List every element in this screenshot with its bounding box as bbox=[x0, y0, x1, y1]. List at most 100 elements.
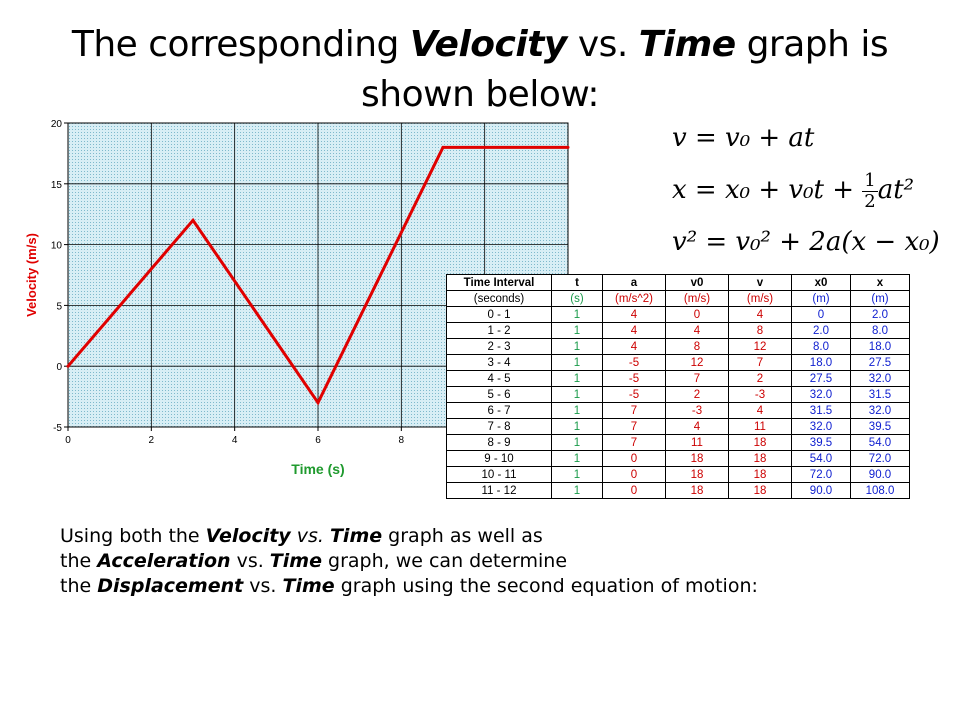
body-emphasis: Acceleration bbox=[97, 550, 231, 572]
table-cell: 10 - 11 bbox=[446, 466, 552, 483]
table-cell: 0 - 1 bbox=[446, 306, 552, 323]
equation-velocity: v = v₀ + at bbox=[672, 123, 815, 153]
kinematic-equations: v = v₀ + at x = x₀ + v₀t + 1 2 at² v² = v₀… bbox=[672, 112, 940, 268]
table-row: 2 - 3 1 4 8 12 8.0 18.0 bbox=[446, 338, 910, 355]
x-tick-label: 8 bbox=[399, 435, 405, 446]
table-cell: 1 bbox=[551, 322, 603, 339]
table-row: 3 - 4 1 -5 12 7 18.0 27.5 bbox=[446, 354, 910, 371]
table-cell: 1 bbox=[551, 466, 603, 483]
table-row: 0 - 1 1 4 0 4 0 2.0 bbox=[446, 306, 910, 323]
table-header-cell: x bbox=[850, 274, 910, 291]
x-tick-label: 4 bbox=[232, 435, 238, 446]
table-unit-cell: (s) bbox=[551, 290, 603, 307]
table-unit-cell: (seconds) bbox=[446, 290, 552, 307]
table-header-cell: x0 bbox=[791, 274, 851, 291]
body-line-3: the Displacement vs. Time graph using th… bbox=[60, 574, 940, 599]
table-cell: 9 - 10 bbox=[446, 450, 552, 467]
velocity-data-point bbox=[566, 145, 570, 149]
y-tick-label: 20 bbox=[51, 119, 63, 130]
table-cell: 12 bbox=[728, 338, 792, 355]
y-axis-label: Velocity (m/s) bbox=[24, 233, 39, 317]
table-unit-cell: (m) bbox=[791, 290, 851, 307]
body-line-1: Using both the Velocity vs. Time graph a… bbox=[60, 524, 940, 549]
x-tick-label: 6 bbox=[315, 435, 321, 446]
table-cell: -5 bbox=[602, 354, 666, 371]
equation-displacement: x = x₀ + v₀t + 1 2 at² bbox=[672, 164, 914, 216]
table-cell: 2 bbox=[665, 386, 729, 403]
table-cell: 27.5 bbox=[850, 354, 910, 371]
table-cell: 32.0 bbox=[791, 386, 851, 403]
table-cell: 18 bbox=[728, 482, 792, 499]
table-cell: 4 bbox=[602, 306, 666, 323]
table-cell: 3 - 4 bbox=[446, 354, 552, 371]
table-cell: 27.5 bbox=[791, 370, 851, 387]
table-cell: 18.0 bbox=[850, 338, 910, 355]
body-text: vs. bbox=[230, 550, 270, 572]
slide-title: The corresponding Velocity vs. Time grap… bbox=[40, 20, 920, 120]
table-cell: 32.0 bbox=[850, 370, 910, 387]
table-cell: 18 bbox=[665, 466, 729, 483]
table-cell: 11 bbox=[728, 418, 792, 435]
table-cell: 2.0 bbox=[850, 306, 910, 323]
table-header-cell: t bbox=[551, 274, 603, 291]
table-cell: 0 bbox=[665, 306, 729, 323]
table-cell: 4 bbox=[665, 322, 729, 339]
body-line-2: the Acceleration vs. Time graph, we can … bbox=[60, 549, 940, 574]
table-unit-cell: (m/s) bbox=[728, 290, 792, 307]
table-cell: 31.5 bbox=[850, 386, 910, 403]
table-cell: 0 bbox=[602, 466, 666, 483]
table-cell: 1 bbox=[551, 402, 603, 419]
table-cell: -5 bbox=[602, 370, 666, 387]
table-cell: 11 - 12 bbox=[446, 482, 552, 499]
table-cell: -3 bbox=[665, 402, 729, 419]
table-row: 10 - 11 1 0 18 18 72.0 90.0 bbox=[446, 466, 910, 483]
table-cell: 18.0 bbox=[791, 354, 851, 371]
table-cell: 8.0 bbox=[791, 338, 851, 355]
body-emphasis: Time bbox=[282, 575, 335, 597]
table-cell: 39.5 bbox=[850, 418, 910, 435]
velocity-data-point bbox=[191, 218, 195, 222]
table-cell: 1 bbox=[551, 338, 603, 355]
title-em-time: Time bbox=[638, 24, 736, 65]
table-cell: 39.5 bbox=[791, 434, 851, 451]
table-cell: 72.0 bbox=[850, 450, 910, 467]
table-cell: 1 bbox=[551, 386, 603, 403]
table-cell: 6 - 7 bbox=[446, 402, 552, 419]
body-emphasis: Time bbox=[329, 525, 383, 547]
table-cell: 4 bbox=[602, 322, 666, 339]
body-italic: vs. bbox=[290, 525, 330, 547]
table-cell: 0 bbox=[602, 450, 666, 467]
table-header-cell: v0 bbox=[665, 274, 729, 291]
table-cell: 18 bbox=[728, 466, 792, 483]
title-em-velocity: Velocity bbox=[409, 24, 568, 65]
velocity-data-point bbox=[66, 364, 70, 368]
y-tick-label: 15 bbox=[51, 180, 63, 191]
table-cell: 4 bbox=[665, 418, 729, 435]
table-header-row: Time Interval t a v0 v x0 x bbox=[446, 274, 910, 291]
table-cell: 72.0 bbox=[791, 466, 851, 483]
table-cell: 12 bbox=[665, 354, 729, 371]
title-text-post: graph is shown below: bbox=[361, 24, 889, 115]
body-text: Using both the bbox=[60, 525, 206, 547]
table-unit-cell: (m/s) bbox=[665, 290, 729, 307]
table-header-cell: v bbox=[728, 274, 792, 291]
table-cell: 54.0 bbox=[791, 450, 851, 467]
table-row: 4 - 5 1 -5 7 2 27.5 32.0 bbox=[446, 370, 910, 387]
table-cell: 0 bbox=[791, 306, 851, 323]
body-text: graph using the second equation of motio… bbox=[334, 575, 758, 597]
table-cell: 8.0 bbox=[850, 322, 910, 339]
table-cell: 1 bbox=[551, 306, 603, 323]
table-header-cell: Time Interval bbox=[446, 274, 552, 291]
table-cell: 18 bbox=[665, 482, 729, 499]
body-text: graph as well as bbox=[382, 525, 543, 547]
table-row: 5 - 6 1 -5 2 -3 32.0 31.5 bbox=[446, 386, 910, 403]
table-cell: 54.0 bbox=[850, 434, 910, 451]
table-row: 7 - 8 1 7 4 11 32.0 39.5 bbox=[446, 418, 910, 435]
fraction-denominator: 2 bbox=[864, 190, 876, 212]
table-cell: 0 bbox=[602, 482, 666, 499]
equation-velocity-squared: v² = v₀² + 2a(x − x₀) bbox=[672, 227, 940, 257]
table-cell: 90.0 bbox=[791, 482, 851, 499]
table-row: 9 - 10 1 0 18 18 54.0 72.0 bbox=[446, 450, 910, 467]
x-tick-label: 2 bbox=[149, 435, 155, 446]
table-cell: 11 bbox=[665, 434, 729, 451]
